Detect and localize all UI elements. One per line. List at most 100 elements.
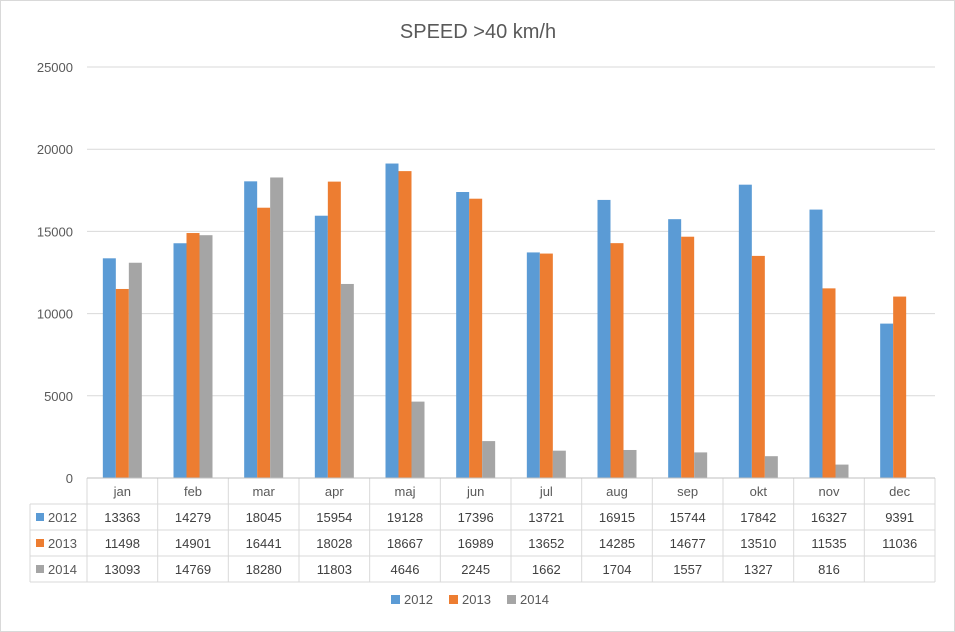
table-cell-value: 4646	[391, 562, 420, 577]
table-legend-key-2012	[36, 513, 44, 521]
x-tick-label: sep	[677, 484, 698, 499]
bar-2014-maj	[411, 401, 425, 478]
table-cell-value: 13093	[104, 562, 140, 577]
table-cell-value: 17842	[740, 510, 776, 525]
table-cell-value: 13721	[528, 510, 564, 525]
x-tick-label: apr	[325, 484, 344, 499]
x-tick-label: feb	[184, 484, 202, 499]
bar-2014-sep	[694, 452, 708, 478]
table-cell-value: 14901	[175, 536, 211, 551]
table-cell-value: 13652	[528, 536, 564, 551]
legend-swatch-2014	[507, 595, 516, 604]
table-cell-value: 16327	[811, 510, 847, 525]
table-cell-value: 816	[818, 562, 840, 577]
table-cell-value: 11535	[811, 536, 846, 551]
x-tick-label: dec	[889, 484, 910, 499]
bar-2013-maj	[398, 171, 412, 479]
table-cell-value: 14677	[670, 536, 706, 551]
bar-2014-mar	[270, 177, 284, 478]
bar-2014-okt	[764, 456, 778, 478]
table-cell-value: 13510	[740, 536, 776, 551]
x-tick-label: aug	[606, 484, 628, 499]
bar-2014-aug	[623, 449, 637, 478]
bar-2012-apr	[314, 215, 328, 478]
bar-2012-maj	[385, 163, 399, 478]
y-tick-label: 15000	[37, 224, 73, 239]
bar-2013-aug	[610, 243, 624, 478]
bar-2013-nov	[822, 288, 836, 478]
table-series-label: 2014	[48, 562, 77, 577]
table-cell-value: 18667	[387, 536, 423, 551]
table-cell-value: 1662	[532, 562, 561, 577]
table-cell-value: 18280	[246, 562, 282, 577]
table-cell-value: 11498	[105, 536, 140, 551]
y-tick-label: 20000	[37, 142, 73, 157]
x-tick-label: jan	[113, 484, 131, 499]
bar-2013-feb	[186, 233, 200, 478]
y-tick-label: 10000	[37, 307, 73, 322]
bar-2014-jan	[128, 262, 142, 478]
bar-2014-apr	[340, 283, 354, 478]
table-cell-value: 16915	[599, 510, 635, 525]
table-series-label: 2013	[48, 536, 77, 551]
bar-2014-nov	[835, 464, 849, 478]
table-cell-value: 18028	[316, 536, 352, 551]
y-tick-label: 0	[66, 471, 73, 486]
bar-2013-jan	[115, 288, 129, 478]
legend-label: 2013	[462, 592, 491, 607]
bar-2012-feb	[173, 243, 187, 478]
table-cell-value: 18045	[246, 510, 282, 525]
table-cell-value: 1704	[603, 562, 632, 577]
x-tick-label: maj	[395, 484, 416, 499]
table-cell-value: 14285	[599, 536, 635, 551]
bar-2012-jul	[526, 252, 540, 478]
x-tick-label: okt	[750, 484, 768, 499]
x-tick-label: nov	[819, 484, 840, 499]
table-cell-value: 1327	[744, 562, 773, 577]
bar-2013-sep	[681, 236, 695, 478]
chart-title: SPEED >40 km/h	[400, 21, 556, 43]
table-cell-value: 14769	[175, 562, 211, 577]
bar-2012-aug	[597, 199, 611, 478]
x-tick-label: jul	[539, 484, 553, 499]
table-cell-value: 11036	[882, 536, 917, 551]
table-legend-key-2014	[36, 565, 44, 573]
bar-2013-okt	[751, 255, 765, 478]
bar-2014-feb	[199, 235, 213, 478]
table-cell-value: 9391	[885, 510, 914, 525]
x-tick-label: jun	[466, 484, 484, 499]
table-cell-value: 16989	[458, 536, 494, 551]
bar-2012-sep	[668, 219, 682, 478]
bar-2012-mar	[244, 181, 258, 478]
table-legend-key-2013	[36, 539, 44, 547]
bar-2013-jun	[469, 198, 483, 478]
y-tick-label: 25000	[37, 60, 73, 75]
table-cell-value: 14279	[175, 510, 211, 525]
table-cell-value: 19128	[387, 510, 423, 525]
table-cell-value: 13363	[104, 510, 140, 525]
table-series-label: 2012	[48, 510, 77, 525]
bar-2013-dec	[893, 296, 907, 478]
table-cell-value: 2245	[461, 562, 490, 577]
table-cell-value: 17396	[458, 510, 494, 525]
legend-label: 2014	[520, 592, 549, 607]
legend-swatch-2013	[449, 595, 458, 604]
table-cell-value: 11803	[317, 562, 352, 577]
bar-2012-okt	[738, 184, 752, 478]
bar-2012-nov	[809, 209, 823, 479]
table-cell-value: 15954	[316, 510, 352, 525]
y-tick-label: 5000	[44, 389, 73, 404]
table-cell-value: 1557	[673, 562, 702, 577]
legend-label: 2012	[404, 592, 433, 607]
bar-2014-jun	[482, 441, 496, 478]
table-cell-value: 16441	[246, 536, 282, 551]
x-tick-label: mar	[252, 484, 275, 499]
bar-2012-jun	[456, 192, 470, 478]
bar-2013-apr	[327, 181, 341, 478]
bar-2013-mar	[257, 207, 271, 478]
bar-2014-jul	[552, 450, 566, 478]
table-cell-value: 15744	[670, 510, 706, 525]
bar-2013-jul	[539, 253, 553, 478]
